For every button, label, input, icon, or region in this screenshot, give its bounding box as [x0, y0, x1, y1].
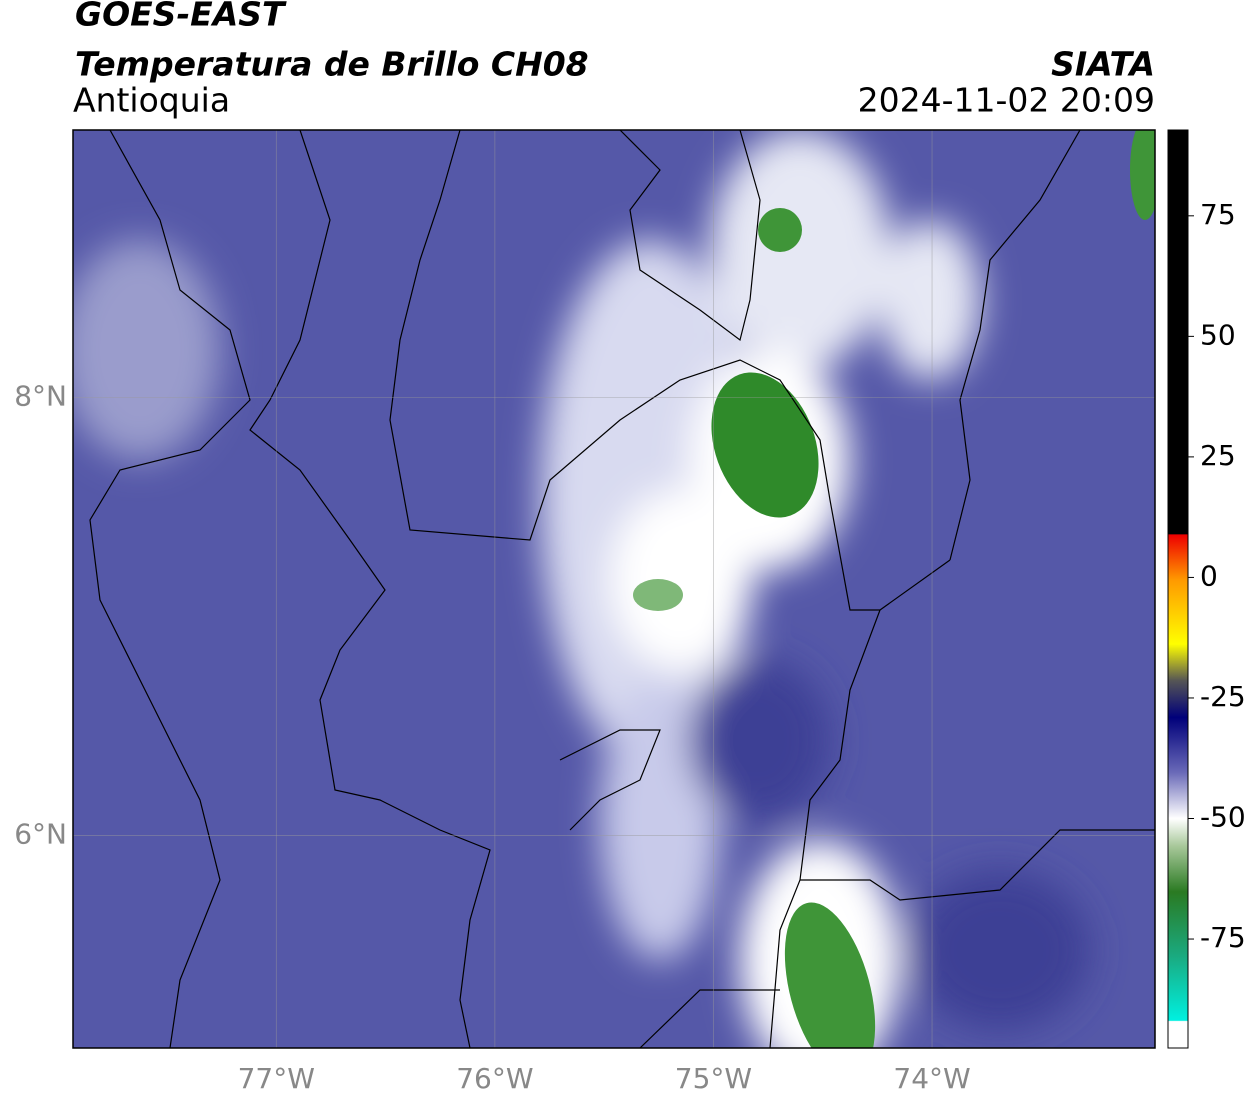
colorbar-tick-label: -25: [1200, 680, 1246, 713]
x-tick-label: 77°W: [238, 1062, 315, 1095]
colorbar-tick-label: -50: [1200, 801, 1246, 834]
map-frame: [72, 129, 1156, 1049]
colorbar-tick-label: 25: [1200, 439, 1236, 472]
title: GOES-EAST: [75, 0, 287, 34]
colorbar: [1167, 129, 1189, 1049]
map-image: [73, 130, 1155, 1048]
x-tick-label: 75°W: [675, 1062, 752, 1095]
x-tick-label: 74°W: [893, 1062, 970, 1095]
source: SIATA: [1051, 45, 1155, 84]
y-tick-label: 6°N: [14, 817, 67, 850]
colorbar-tick-label: 75: [1200, 198, 1236, 231]
colorbar-tick-label: 0: [1200, 559, 1218, 592]
region: Antioquia: [73, 81, 230, 120]
colorbar-tick-label: -75: [1200, 921, 1246, 954]
timestamp: 2024-11-02 20:09: [858, 81, 1155, 120]
subtitle: Temperatura de Brillo CH08: [75, 45, 589, 84]
x-tick-label: 76°W: [456, 1062, 533, 1095]
graticule: [73, 130, 1155, 1048]
colorbar-tick-label: 50: [1200, 318, 1236, 351]
y-tick-label: 8°N: [14, 379, 67, 412]
